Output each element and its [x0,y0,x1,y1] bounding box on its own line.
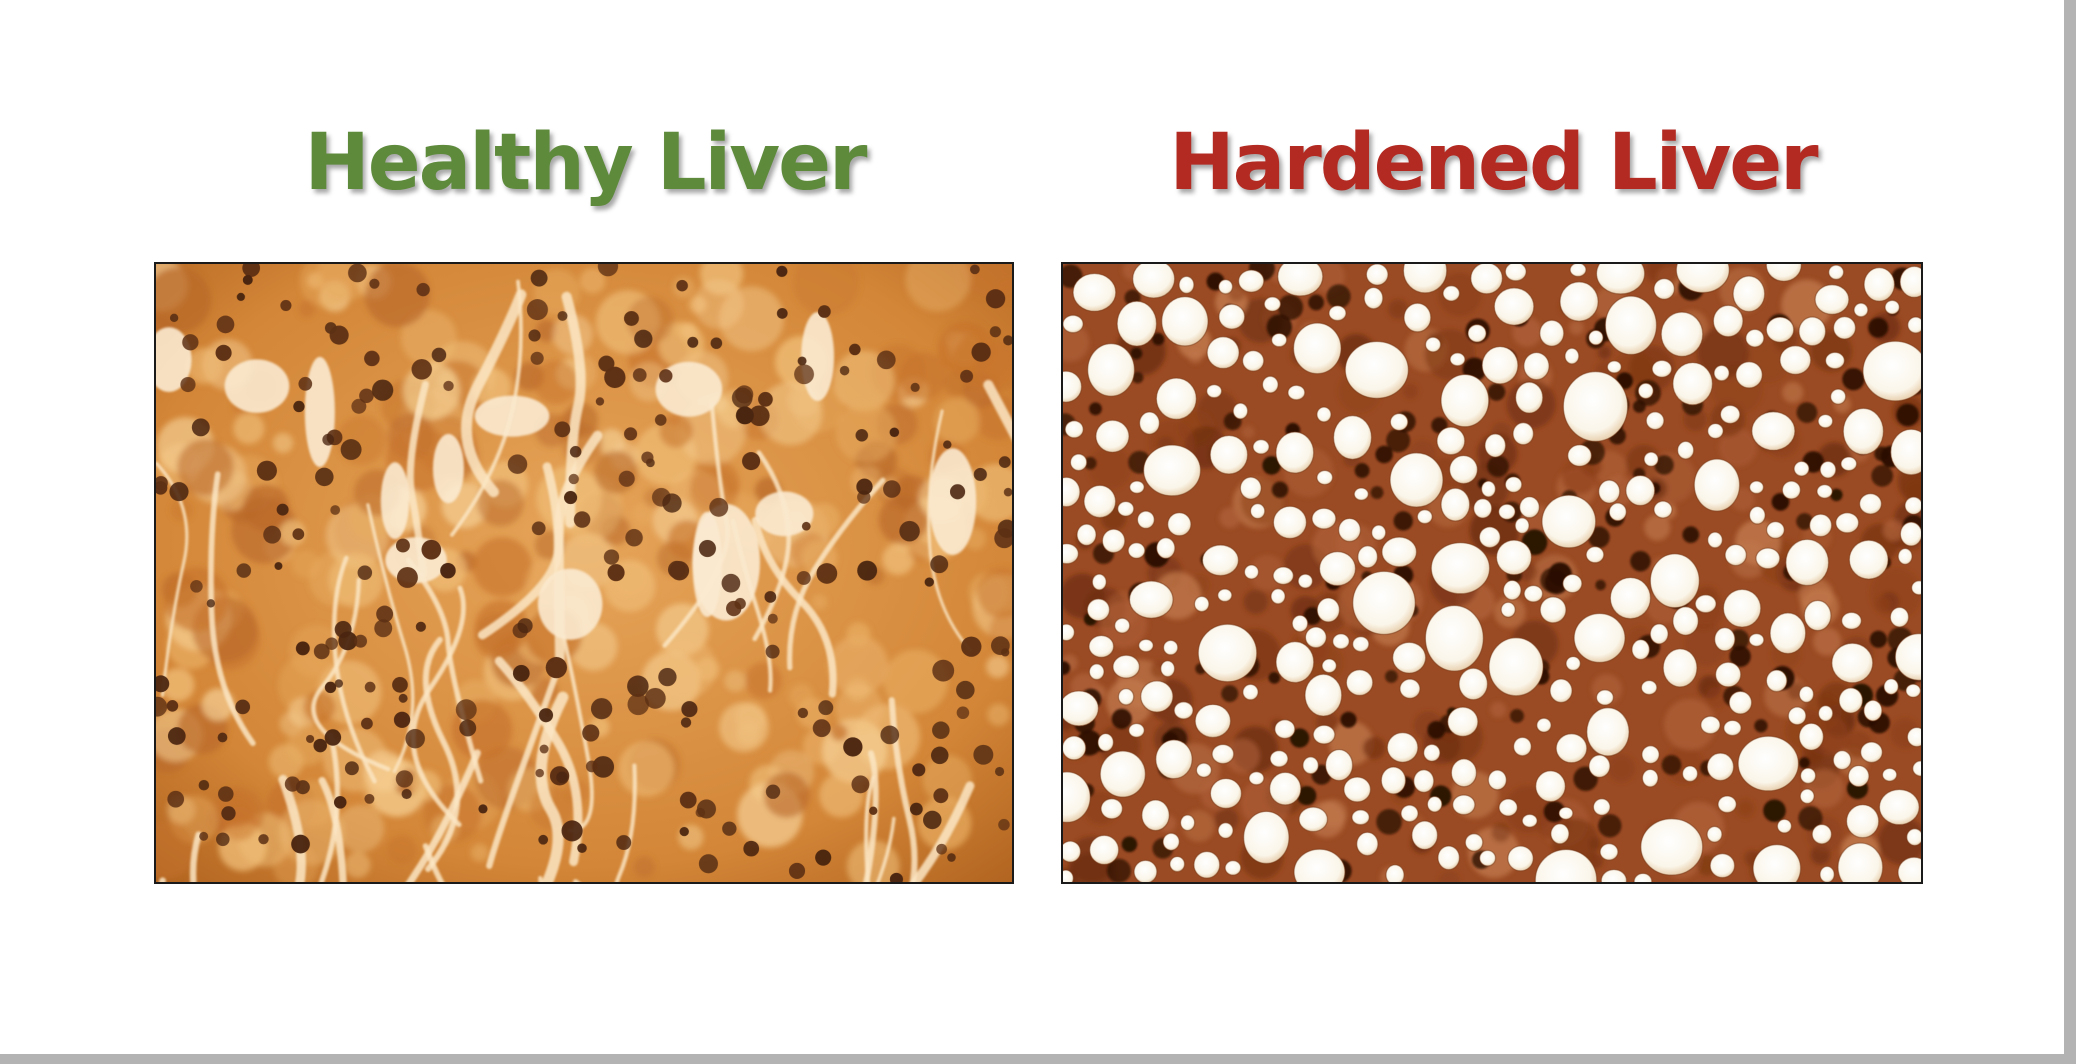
hardened-liver-title: Hardened Liver [1169,118,1818,208]
hardened-liver-micrograph [1061,262,1923,884]
hardened-liver-tissue-image [1063,264,1921,882]
healthy-liver-tissue-image [156,264,1012,882]
healthy-liver-title: Healthy Liver [304,118,867,208]
healthy-liver-micrograph [154,262,1014,884]
